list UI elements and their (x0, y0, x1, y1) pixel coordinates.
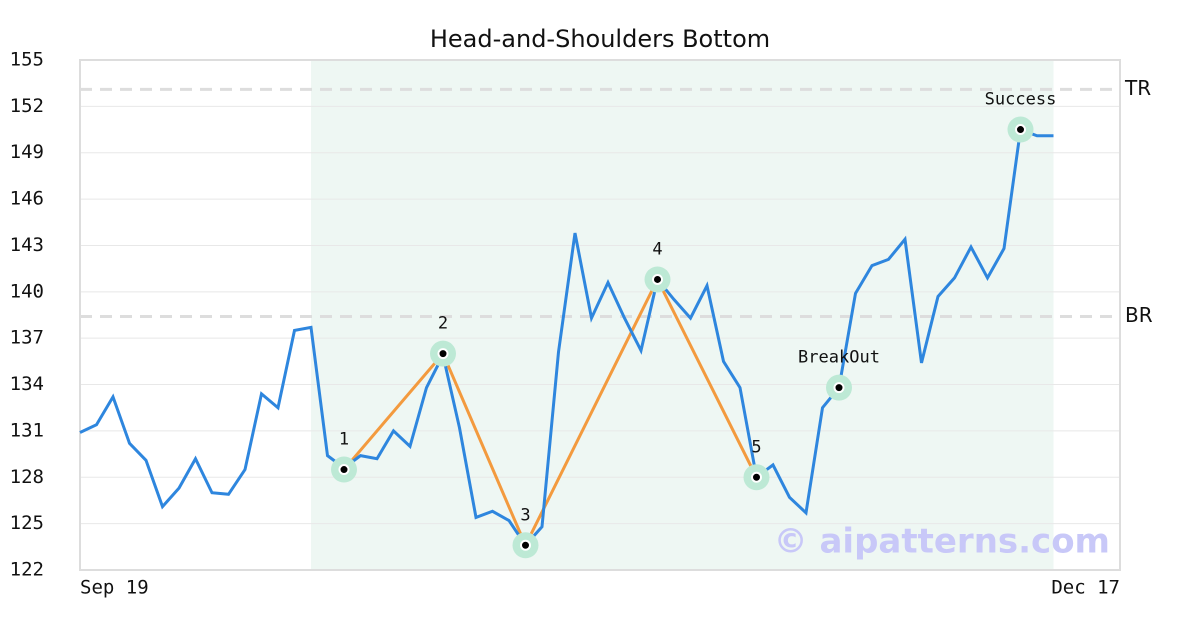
point-dot (437, 348, 449, 360)
chart-title: Head-and-Shoulders Bottom (430, 25, 770, 53)
price-line (79, 127, 1054, 548)
y-tick-label: 152 (10, 95, 44, 117)
point-dot (520, 539, 531, 551)
point-dot (652, 273, 663, 285)
pattern-region (311, 60, 1054, 570)
point-label: 4 (652, 239, 662, 259)
point-label: Success (985, 90, 1057, 110)
y-tick-label: 125 (10, 512, 44, 534)
point-dot (751, 471, 762, 483)
y-tick-label: 122 (10, 559, 44, 581)
point-dot (833, 382, 845, 394)
x-tick-label: Sep 19 (80, 577, 149, 599)
y-tick-label: 134 (10, 373, 44, 395)
point-label: 1 (339, 430, 349, 450)
x-tick-label: Dec 17 (1051, 577, 1120, 599)
y-tick-label: 140 (10, 280, 44, 302)
y-tick-label: 143 (10, 234, 44, 256)
reference-label: BR (1125, 303, 1153, 327)
y-tick-label: 149 (10, 141, 44, 163)
point-dot (338, 464, 350, 476)
point-dot (1015, 124, 1026, 136)
y-tick-label: 137 (10, 327, 44, 349)
y-tick-label: 155 (10, 49, 44, 71)
point-label: 5 (751, 437, 761, 457)
y-tick-label: 128 (10, 466, 44, 488)
y-tick-label: 131 (10, 419, 44, 441)
plot-border (79, 59, 1121, 571)
point-label: 2 (438, 314, 448, 334)
watermark: © aipatterns.com (774, 522, 1110, 562)
reference-label: TR (1124, 76, 1151, 100)
point-label: BreakOut (798, 348, 880, 368)
y-tick-label: 146 (10, 188, 44, 210)
point-label: 3 (520, 505, 530, 525)
